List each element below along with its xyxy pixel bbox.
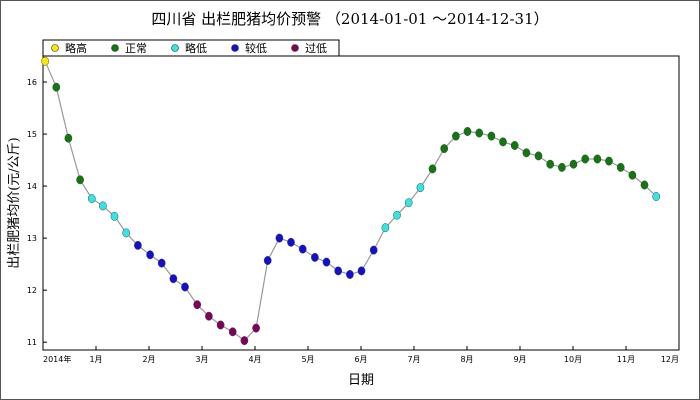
data-point-7: [122, 228, 131, 238]
data-point-43: [546, 159, 555, 169]
data-point-16: [228, 327, 237, 337]
x-tick-label: 1月: [89, 355, 102, 364]
legend-label-high: 略高: [65, 41, 87, 55]
legend-label-low: 较低: [245, 41, 267, 55]
data-point-48: [605, 156, 613, 166]
x-tick-label: 5月: [301, 355, 314, 364]
axis-ticks: 11 12 13 14 15 16 2014年 1月 2月 3月 4月 5月 6月 7月 8月 9月 10月 11…: [27, 78, 680, 364]
legend-label-too_low: 过低: [305, 42, 327, 55]
legend-label-normal: 正常: [125, 42, 147, 55]
y-tick-label: 14: [27, 182, 37, 191]
x-tick-label: 12月: [661, 355, 679, 364]
legend-marker-low: [231, 44, 239, 52]
data-point-9: [146, 250, 154, 260]
data-point-21: [287, 237, 295, 247]
y-tick-label: 15: [27, 130, 37, 139]
data-point-18: [252, 323, 260, 333]
data-point-47: [593, 154, 602, 164]
data-point-23: [311, 252, 319, 262]
y-tick-label: 13: [27, 234, 37, 243]
data-point-13: [193, 300, 202, 310]
data-point-36: [463, 127, 472, 136]
data-point-31: [404, 198, 413, 208]
data-point-45: [569, 159, 578, 169]
y-tick-label: 11: [27, 338, 37, 347]
x-tick-label: 9月: [513, 355, 526, 364]
data-point-41: [522, 148, 531, 158]
data-point-26: [346, 270, 354, 279]
legend-box: [42, 39, 340, 57]
x-tick-label: 7月: [407, 355, 420, 364]
x-tick-label: 6月: [354, 355, 367, 364]
data-point-44: [558, 162, 566, 172]
data-point-4: [87, 194, 96, 204]
y-tick-label: 16: [27, 78, 37, 87]
legend-marker-too_low: [291, 44, 299, 52]
data-point-40: [510, 141, 519, 150]
data-point-14: [205, 311, 213, 321]
data-point-32: [416, 183, 425, 193]
data-point-12: [181, 282, 189, 292]
legend-marker-normal: [111, 44, 119, 52]
data-point-22: [298, 244, 307, 254]
x-tick-label: 2月: [142, 355, 155, 364]
x-axis-title: 日期: [348, 373, 374, 388]
x-tick-label: 3月: [195, 355, 208, 364]
data-point-46: [581, 154, 590, 164]
data-point-1: [52, 82, 61, 92]
x-tick-label: 10月: [564, 355, 582, 364]
data-point-10: [157, 258, 166, 268]
data-point-38: [487, 131, 496, 141]
x-tick-label: 4月: [248, 355, 261, 364]
data-point-5: [99, 201, 107, 211]
data-point-20: [275, 233, 284, 243]
series-group: [41, 56, 661, 346]
data-point-15: [216, 320, 225, 330]
data-point-17: [240, 336, 249, 346]
x-tick-label: 11月: [617, 355, 635, 364]
data-point-49: [616, 162, 625, 172]
data-point-33: [428, 164, 437, 174]
data-point-51: [640, 180, 649, 190]
data-point-2: [64, 133, 73, 143]
data-point-42: [534, 151, 543, 161]
data-point-29: [381, 223, 390, 233]
data-point-11: [169, 274, 178, 284]
x-tick-label: 2014年: [43, 354, 71, 364]
data-point-30: [393, 210, 401, 220]
legend: 略高 正常 略低 较低 过低: [42, 39, 340, 57]
plot-area: [42, 55, 680, 351]
data-point-27: [357, 266, 366, 276]
legend-marker-high: [51, 44, 59, 52]
legend-label-slightly_low: 略低: [185, 41, 207, 55]
data-point-28: [369, 245, 378, 255]
x-tick-label: 8月: [460, 355, 473, 364]
data-point-50: [628, 170, 637, 180]
data-point-37: [475, 128, 484, 138]
chart-title: 四川省 出栏肥猪均价预警 （2014-01-01 ～2014-12-31）: [151, 10, 548, 28]
data-point-3: [76, 175, 84, 185]
data-point-6: [110, 211, 119, 221]
series-line: [44, 60, 657, 342]
data-point-34: [440, 144, 449, 154]
y-axis-title: 出栏肥猪均价(元/公斤): [7, 137, 22, 269]
data-point-35: [452, 131, 460, 141]
data-point-0: [41, 56, 49, 66]
data-point-25: [334, 266, 343, 276]
y-tick-label: 12: [27, 286, 37, 295]
legend-marker-slightly_low: [171, 44, 179, 52]
data-point-52: [652, 192, 661, 201]
data-point-8: [134, 240, 142, 250]
data-point-19: [263, 256, 272, 265]
data-point-39: [499, 137, 507, 147]
data-point-24: [322, 257, 331, 267]
